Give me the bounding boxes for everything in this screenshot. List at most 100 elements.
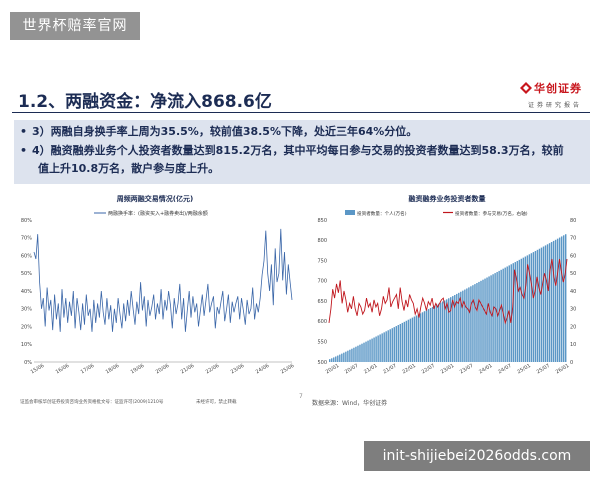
active-traders-line	[328, 258, 568, 325]
disclaimer-text: 未经许可，禁止转载	[196, 400, 237, 405]
investor-bar	[530, 253, 533, 362]
investor-bar	[361, 343, 363, 362]
investor-bar	[494, 273, 496, 362]
y-tick-label: 0%	[24, 360, 32, 366]
investor-bar	[538, 248, 541, 362]
y-tick-label: 60%	[21, 253, 32, 259]
y-right-tick-label: 40	[570, 289, 576, 295]
investor-bar	[387, 330, 389, 362]
page-title: 1.2、两融资金：净流入868.6亿	[18, 92, 272, 112]
investor-bar	[421, 312, 424, 362]
y-right-tick-label: 10	[570, 342, 576, 348]
y-tick-label: 20%	[21, 324, 32, 330]
investor-bar	[458, 292, 460, 362]
investor-bar	[435, 304, 438, 362]
investor-bar	[452, 296, 454, 362]
investor-bar	[409, 318, 412, 362]
investor-bar	[353, 347, 355, 362]
investor-bar	[339, 354, 341, 362]
investor-bar	[544, 245, 547, 362]
investor-bar	[443, 300, 446, 362]
y-right-tick-label: 20	[570, 324, 576, 330]
investor-bar	[411, 317, 414, 362]
investor-bar	[528, 254, 531, 362]
investor-bar	[425, 310, 428, 362]
investor-bar	[373, 337, 375, 362]
investor-bar	[542, 246, 545, 362]
investor-bar	[482, 279, 484, 362]
investor-bar	[454, 295, 456, 362]
y-left-tick-label: 500	[317, 360, 327, 366]
investor-bar	[474, 284, 476, 362]
investor-bar	[439, 302, 442, 362]
investor-bar	[524, 256, 527, 362]
investor-bar	[365, 341, 367, 362]
y-tick-label: 80%	[21, 218, 32, 224]
investor-bar	[550, 242, 553, 362]
investor-bar	[470, 286, 472, 362]
y-tick-label: 30%	[21, 307, 32, 313]
investor-bar	[341, 353, 343, 362]
investor-bar	[484, 278, 486, 362]
watermark-bottom: init-shijiebei2026odds.com	[364, 441, 590, 471]
investor-bar	[413, 316, 416, 362]
investor-bar	[554, 239, 557, 362]
investor-bar	[407, 319, 410, 362]
investor-bar	[349, 349, 351, 362]
chart-title: 周频两融交易情况(亿元)	[117, 194, 193, 203]
investor-bar	[472, 285, 474, 362]
investor-bar	[488, 276, 490, 362]
investor-bar	[492, 274, 494, 362]
investor-bar	[448, 298, 450, 362]
investor-bar	[401, 322, 404, 362]
investor-bar	[393, 327, 395, 362]
legend-label: 投资者数量：参与交易(万名，右轴)	[455, 210, 528, 217]
investor-bar	[331, 358, 333, 362]
investor-bar	[506, 266, 508, 362]
investor-bar	[522, 257, 525, 362]
investor-bar	[466, 288, 468, 362]
y-left-tick-label: 650	[317, 299, 327, 305]
investor-bar	[375, 336, 377, 362]
logo-mark-icon	[520, 82, 532, 94]
investor-bar	[468, 287, 470, 362]
y-right-tick-label: 50	[570, 271, 576, 277]
y-right-tick-label: 60	[570, 253, 576, 259]
investor-bar	[397, 325, 400, 362]
legend-swatch-bars	[345, 210, 355, 215]
investor-bar	[395, 326, 398, 362]
investor-bar	[351, 348, 353, 362]
investor-bar	[377, 335, 379, 362]
bullet-text: 值上升10.8万名，散户参与度上升。	[38, 162, 220, 175]
investor-bar	[445, 299, 448, 362]
investor-bar	[478, 281, 480, 362]
investor-bar	[476, 283, 478, 362]
investor-bar	[560, 236, 563, 362]
investor-bar	[429, 307, 432, 362]
investor-bar	[343, 352, 345, 362]
watermark-top: 世界杯赔率官网	[10, 12, 140, 40]
investor-bar	[357, 345, 359, 362]
investor-bar	[423, 311, 426, 362]
investor-bar	[500, 269, 502, 362]
logo-sub: 证券研究报告	[528, 102, 583, 109]
logo-name: 华创证券	[534, 82, 582, 95]
investor-bar	[433, 305, 436, 362]
investor-bar	[556, 238, 559, 362]
bullet-dot: •	[20, 125, 28, 138]
investor-bar	[518, 259, 521, 362]
investor-bar	[564, 234, 567, 362]
y-left-tick-label: 550	[317, 340, 327, 346]
y-left-tick-label: 600	[317, 319, 327, 325]
investor-bar	[486, 277, 488, 362]
y-tick-label: 10%	[21, 342, 32, 348]
investor-bar	[355, 346, 357, 362]
y-right-tick-label: 0	[570, 360, 573, 366]
bullet-item: • 4）融资融券业务个人投资者数量达到815.2万名，其中平均每日参与交易的投资者…	[20, 142, 580, 160]
y-right-tick-label: 80	[570, 218, 576, 224]
investor-bar	[371, 338, 373, 362]
y-left-tick-label: 800	[317, 238, 327, 244]
investor-bar	[456, 293, 458, 362]
investor-bar	[460, 291, 462, 362]
